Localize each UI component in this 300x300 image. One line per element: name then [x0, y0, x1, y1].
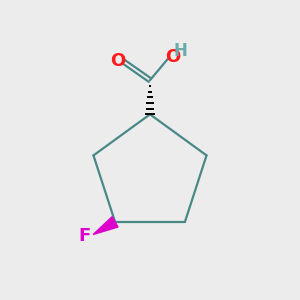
Text: H: H: [173, 42, 187, 60]
Text: O: O: [110, 52, 125, 70]
Text: F: F: [79, 227, 91, 245]
Text: O: O: [165, 48, 180, 66]
Polygon shape: [93, 217, 118, 235]
